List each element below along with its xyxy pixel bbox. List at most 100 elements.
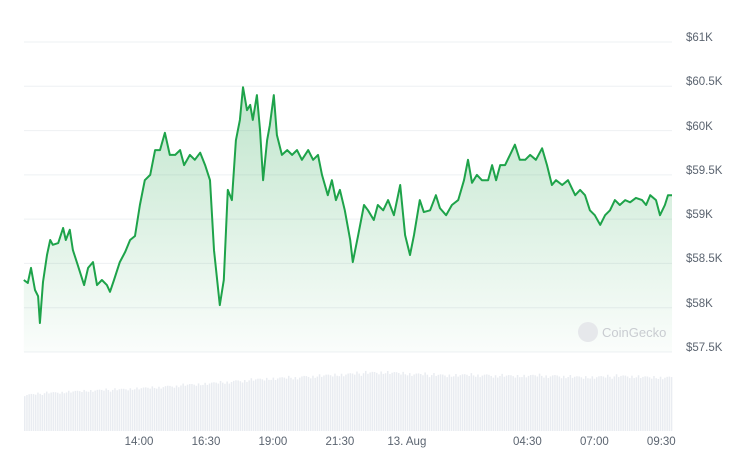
volume-bar (406, 375, 409, 431)
volume-bar (565, 378, 567, 431)
y-tick-label: $58K (686, 297, 713, 310)
volume-bar (305, 376, 308, 431)
volume-bar (79, 391, 81, 431)
volume-bar (151, 386, 154, 431)
volume-bar (395, 372, 398, 431)
volume-bar (622, 375, 624, 431)
volume-bar (514, 377, 517, 431)
volume-bar (105, 388, 107, 431)
volume-bar (591, 376, 594, 431)
volume-bar (580, 377, 583, 431)
volume-bar (479, 377, 481, 431)
volume-bar (521, 377, 523, 431)
volume-bar (486, 374, 488, 431)
volume-bar (310, 378, 312, 431)
volume-bar (127, 390, 129, 431)
volume-bar (189, 384, 191, 431)
volume-bar (459, 375, 462, 431)
volume-bar (527, 375, 530, 431)
volume-bar (123, 388, 125, 431)
volume-bar (211, 382, 213, 431)
volume-bar (578, 376, 580, 431)
volume-bar (270, 379, 272, 431)
volume-bar (321, 376, 323, 431)
volume-bar (206, 384, 209, 431)
x-tick-label: 19:00 (258, 436, 288, 448)
volume-bar (70, 392, 72, 431)
volume-bar (571, 377, 574, 431)
volume-bar (142, 387, 145, 431)
volume-bar (114, 388, 116, 431)
volume-bar (567, 377, 569, 431)
volume-bar (200, 385, 202, 431)
volume-bar (446, 377, 448, 431)
volume-bar (24, 396, 26, 431)
volume-bar (41, 394, 44, 431)
volume-bar (301, 376, 303, 431)
x-tick-label: 14:00 (124, 436, 154, 448)
volume-bar (543, 377, 545, 431)
volume-bar (274, 379, 277, 431)
volume-bar (52, 392, 55, 431)
volume-bar (428, 377, 431, 431)
volume-bar (360, 375, 363, 431)
volume-bar (391, 372, 393, 431)
coingecko-watermark: CoinGecko (578, 322, 666, 342)
volume-bar (244, 379, 246, 431)
volume-bar (615, 374, 618, 431)
volume-bar (94, 390, 96, 431)
volume-bar (285, 378, 288, 431)
volume-bar (57, 392, 59, 431)
volume-bar (648, 377, 651, 431)
volume-bar (589, 378, 591, 431)
volume-bar (288, 375, 290, 431)
volume-bar (239, 381, 242, 431)
volume-bar (400, 374, 402, 431)
volume-bar (233, 380, 235, 431)
volume-bar (362, 373, 365, 431)
volume-bar (261, 379, 264, 431)
volume-bar (28, 394, 30, 431)
volume-bar (453, 376, 455, 431)
volume-bar (63, 393, 66, 431)
volume-bar (347, 373, 349, 431)
volume-bar (226, 381, 228, 431)
volume-bar (532, 374, 534, 431)
volume-bar (30, 393, 33, 431)
volume-bar (37, 392, 39, 431)
volume-bar (246, 381, 248, 431)
volume-bar (182, 383, 184, 431)
volume-bar (516, 375, 519, 431)
volume-bar (420, 374, 422, 431)
volume-bar (153, 387, 156, 431)
volume-bar (162, 387, 165, 431)
volume-bar (600, 376, 602, 431)
volume-bar (184, 385, 187, 431)
price-area (23, 87, 673, 352)
volume-bar (534, 375, 536, 431)
volume-bar (101, 389, 103, 431)
volume-bar (483, 374, 486, 431)
volume-bar (369, 372, 371, 431)
volume-bar (272, 377, 275, 431)
x-tick-label: 04:30 (513, 436, 542, 448)
volume-bar (455, 373, 457, 431)
volume-bar (125, 389, 127, 431)
volume-bar (470, 373, 473, 431)
volume-bar (147, 387, 149, 431)
volume-bar (259, 378, 261, 431)
volume-bar (299, 377, 301, 431)
volume-bar (145, 387, 147, 431)
volume-bar (538, 373, 541, 431)
volume-bar (138, 389, 140, 431)
volume-bar (61, 391, 63, 431)
volume-bar (525, 377, 528, 431)
volume-bar (635, 377, 638, 431)
volume-bar (46, 391, 48, 431)
volume-bar (83, 389, 85, 431)
volume-bar (169, 385, 171, 431)
volume-bar (409, 373, 411, 431)
volume-bar (235, 380, 237, 431)
volume-bar (433, 372, 435, 431)
